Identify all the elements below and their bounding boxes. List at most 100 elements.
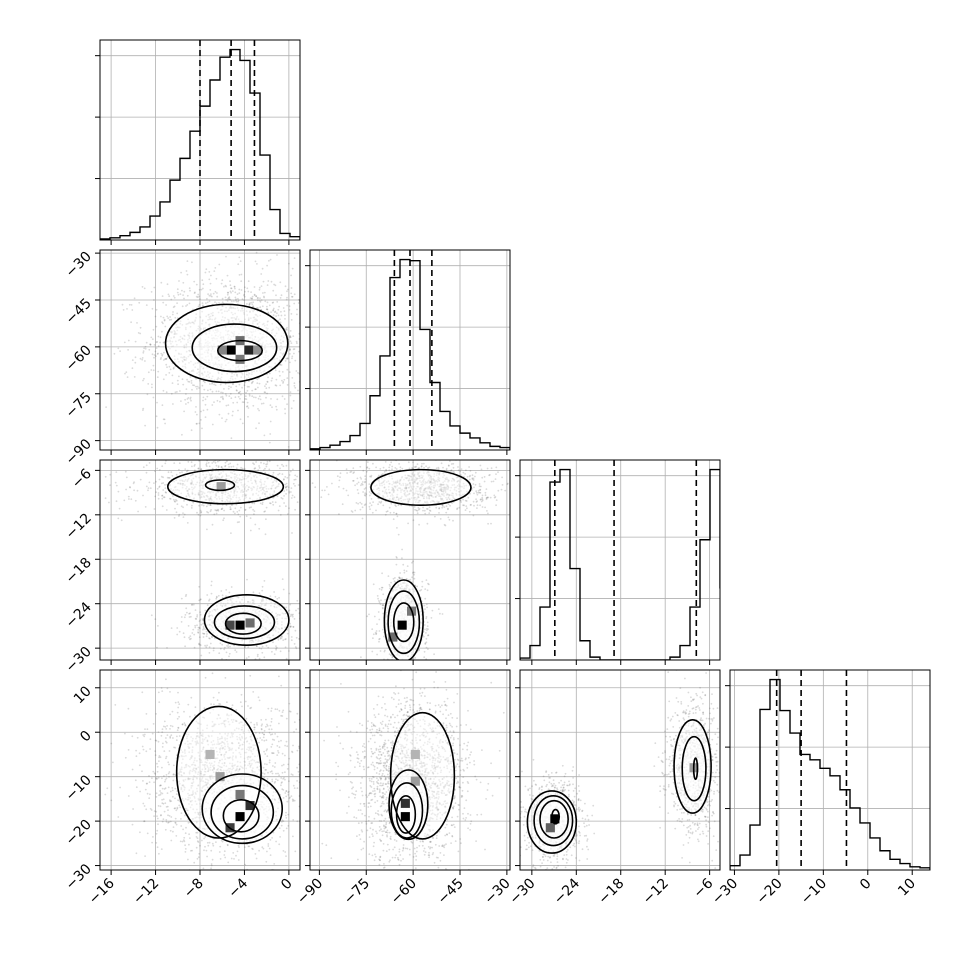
- sample-point: [158, 486, 161, 488]
- sample-point: [353, 471, 355, 474]
- sample-point: [217, 466, 220, 469]
- sample-point: [287, 446, 290, 448]
- sample-point: [460, 474, 462, 476]
- sample-point: [368, 467, 371, 470]
- sample-point: [173, 296, 176, 299]
- sample-point: [297, 484, 300, 486]
- sample-point: [185, 270, 188, 272]
- sample-point: [261, 651, 264, 654]
- sample-point: [192, 603, 195, 606]
- sample-point: [198, 585, 201, 588]
- sample-point: [388, 662, 390, 664]
- sample-point: [276, 312, 278, 315]
- sample-point: [383, 666, 385, 668]
- sample-point: [224, 296, 227, 299]
- sample-point: [228, 298, 231, 300]
- sample-point: [227, 404, 230, 406]
- sample-point: [181, 305, 184, 308]
- sample-point: [264, 533, 267, 536]
- sample-point: [200, 623, 203, 626]
- sample-point: [293, 293, 296, 296]
- sample-point: [316, 289, 318, 291]
- sample-point: [270, 311, 272, 313]
- sample-point: [288, 507, 290, 510]
- sample-point: [170, 298, 173, 301]
- sample-point: [148, 481, 151, 484]
- sample-point: [268, 441, 271, 444]
- sample-point: [208, 300, 211, 303]
- sample-point: [230, 437, 233, 440]
- sample-point: [262, 469, 265, 471]
- sample-point: [253, 510, 256, 512]
- sample-point: [306, 381, 308, 383]
- sample-point: [215, 512, 218, 515]
- sample-point: [203, 632, 206, 635]
- sample-point: [266, 301, 269, 304]
- sample-point: [282, 307, 285, 309]
- sample-point: [290, 613, 292, 616]
- sample-point: [109, 473, 112, 476]
- sample-point: [202, 380, 205, 383]
- sample-point: [256, 655, 259, 658]
- sample-point: [285, 464, 288, 467]
- sample-point: [155, 415, 158, 418]
- sample-point: [169, 316, 172, 318]
- sample-point: [296, 475, 298, 478]
- sample-point: [191, 504, 193, 507]
- density-cell: [235, 620, 245, 630]
- sample-point: [389, 585, 391, 588]
- sample-point: [142, 494, 144, 497]
- sample-point: [155, 480, 157, 483]
- sample-point: [287, 513, 289, 515]
- sample-point: [193, 465, 196, 467]
- sample-point: [292, 613, 294, 616]
- sample-point: [230, 291, 233, 294]
- sample-point: [213, 513, 216, 516]
- sample-point: [276, 597, 279, 600]
- sample-point: [388, 682, 390, 684]
- sample-point: [197, 631, 200, 633]
- sample-point: [176, 627, 179, 629]
- sample-point: [230, 300, 233, 303]
- sample-point: [133, 489, 136, 492]
- sample-point: [289, 340, 292, 343]
- sample-point: [253, 396, 255, 399]
- sample-point: [487, 496, 490, 499]
- sample-point: [198, 620, 201, 623]
- sample-point: [292, 335, 295, 337]
- sample-point: [257, 469, 260, 472]
- sample-point: [258, 465, 260, 467]
- sample-point: [360, 478, 363, 480]
- sample-point: [480, 500, 483, 503]
- sample-point: [407, 461, 410, 464]
- sample-point: [280, 497, 283, 499]
- sample-point: [240, 466, 243, 469]
- sample-point: [178, 515, 180, 517]
- sample-point: [246, 578, 248, 581]
- sample-point: [383, 635, 385, 638]
- sample-point: [295, 340, 298, 343]
- sample-point: [258, 395, 261, 398]
- sample-point: [269, 502, 271, 504]
- sample-point: [245, 657, 248, 660]
- sample-point: [462, 471, 465, 474]
- sample-point: [251, 303, 254, 306]
- sample-point: [225, 285, 228, 288]
- sample-point: [238, 521, 241, 523]
- sample-point: [194, 609, 197, 611]
- sample-point: [237, 395, 240, 398]
- sample-point: [175, 499, 178, 502]
- sample-point: [104, 497, 107, 500]
- sample-point: [281, 578, 284, 580]
- sample-point: [200, 511, 203, 513]
- contour-line: [203, 594, 290, 646]
- sample-point: [418, 508, 421, 510]
- sample-point: [227, 643, 230, 646]
- sample-point: [243, 299, 246, 301]
- sample-point: [240, 289, 243, 291]
- sample-point: [190, 461, 193, 464]
- sample-point: [270, 379, 273, 382]
- sample-point: [301, 617, 303, 619]
- sample-point: [178, 462, 181, 465]
- sample-point: [416, 585, 418, 588]
